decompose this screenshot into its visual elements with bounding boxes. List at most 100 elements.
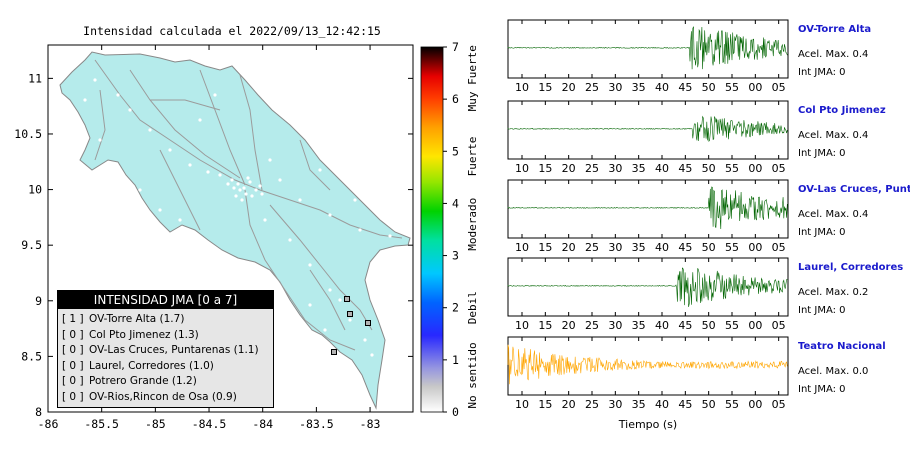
waveform-frame	[507, 19, 789, 79]
waveform-tick-label: 50	[702, 319, 716, 332]
waveform-tick-label: 45	[678, 162, 692, 175]
waveform-tick-label: 00	[748, 319, 762, 332]
map-x-tick-label: -85	[145, 417, 166, 431]
map-x-tick-label: -83.5	[299, 417, 334, 431]
colorbar-tick-label: 5	[452, 144, 459, 158]
map-y-tick-label: 10	[28, 183, 42, 197]
road	[309, 269, 346, 331]
waveform-x-label: Tiempo (s)	[618, 418, 677, 431]
road-network	[94, 59, 403, 351]
waveform-frame	[507, 179, 789, 239]
town-dot	[198, 118, 202, 122]
colorbar-tick-label: 3	[452, 249, 459, 263]
waveform-tick-label: 05	[772, 241, 786, 254]
town-dot	[244, 192, 248, 196]
waveform-station-name: OV-Las Cruces, Puntarenas	[798, 184, 910, 195]
town-dot	[328, 288, 332, 292]
town-dot	[260, 192, 264, 196]
road	[244, 189, 356, 351]
town-dot	[363, 338, 367, 342]
waveform-tick-label: 35	[632, 398, 646, 411]
waveform-int-jma: Int JMA: 0	[798, 305, 846, 316]
waveform-tick-label: 20	[562, 319, 576, 332]
colorbar-gradient	[420, 46, 444, 413]
legend-title: INTENSIDAD JMA [0 a 7]	[58, 291, 273, 309]
map-x-tick-label: -84.5	[192, 417, 227, 431]
waveform-trace	[507, 186, 788, 230]
colorbar-label: Muy Fuerte	[466, 45, 479, 111]
legend-count: [ 0 ]	[62, 328, 84, 341]
waveform-trace	[507, 267, 788, 307]
waveform-tick-label: 45	[678, 398, 692, 411]
map-x-tick-label: -86	[38, 417, 59, 431]
waveform-tick-label: 50	[702, 81, 716, 94]
town-dot	[128, 108, 132, 112]
town-dot	[246, 176, 250, 180]
town-dot	[138, 188, 142, 192]
legend-row: [ 1 ] OV-Torre Alta (1.7)	[58, 312, 273, 328]
town-dot	[93, 78, 97, 82]
colorbar-tick-label: 4	[452, 196, 459, 210]
town-dot	[268, 158, 272, 162]
waveform-tick-label: 15	[538, 81, 552, 94]
legend-row: [ 0 ] OV-Las Cruces, Puntarenas (1.1)	[58, 343, 273, 359]
waveform-panel: 10 15 20 25 30 35 40 45 50 55 00 05 Teatro Nacional A…	[507, 336, 886, 411]
road	[239, 74, 263, 191]
waveform-tick-label: 50	[702, 398, 716, 411]
waveform-tick-label: 40	[655, 398, 669, 411]
town-dot	[288, 238, 292, 242]
town-dot	[168, 148, 172, 152]
map-y-tick-label: 9.5	[21, 238, 42, 252]
waveform-tick-label: 00	[748, 81, 762, 94]
waveform-tick-label: 35	[632, 319, 646, 332]
legend-station-name: OV-Las Cruces, Puntarenas (1.1)	[89, 344, 259, 356]
waveform-tick-label: 05	[772, 398, 786, 411]
town-dot	[338, 298, 342, 302]
legend-station-name: OV-Torre Alta (1.7)	[89, 313, 185, 325]
town-dot	[298, 198, 302, 202]
map-x-axis: -86 -85.5 -85 -84.5 -84 -83.5 -83	[38, 45, 381, 431]
town-dot	[98, 138, 102, 142]
legend-count: [ 0 ]	[62, 390, 84, 403]
waveform-tick-label: 30	[608, 81, 622, 94]
town-dot	[323, 328, 327, 332]
town-dot	[358, 228, 362, 232]
waveform-acel-max: Acel. Max. 0.0	[798, 366, 868, 377]
waveform-panel: 10 15 20 25 30 35 40 45 50 55 00 05 OV-Las Cruces, P…	[507, 179, 910, 254]
waveform-tick-label: 05	[772, 162, 786, 175]
waveform-tick-label: 20	[562, 162, 576, 175]
waveform-panel: 10 15 20 25 30 35 40 45 50 55 00 05 OV-Torre Alta Ace…	[507, 19, 871, 94]
town-dot	[158, 208, 162, 212]
waveform-acel-max: Acel. Max. 0.4	[798, 130, 868, 141]
town-dot	[213, 93, 217, 97]
legend-row: [ 0 ] Potrero Grande (1.2)	[58, 374, 273, 390]
map-y-tick-label: 8	[35, 405, 42, 419]
town-dot	[388, 234, 392, 238]
town-dot	[232, 186, 236, 190]
intensity-legend: INTENSIDAD JMA [0 a 7] [ 1 ] OV-Torre Alt…	[57, 290, 274, 408]
waveform-acel-max: Acel. Max. 0.2	[798, 287, 868, 298]
town-markers	[83, 78, 392, 357]
waveform-tick-label: 45	[678, 241, 692, 254]
road	[299, 139, 331, 191]
station-marker	[365, 320, 371, 326]
town-dot	[258, 184, 262, 188]
waveform-tick-label: 25	[585, 241, 599, 254]
waveform-tick-label: 05	[772, 319, 786, 332]
waveform-station-name: OV-Torre Alta	[798, 24, 871, 35]
waveform-tick-label: 10	[515, 81, 529, 94]
waveform-station-name: Teatro Nacional	[798, 341, 886, 352]
waveform-tick-label: 50	[702, 241, 716, 254]
legend-count: [ 0 ]	[62, 344, 84, 356]
waveform-int-jma: Int JMA: 0	[798, 148, 846, 159]
waveform-acel-max: Acel. Max. 0.4	[798, 49, 868, 60]
map-y-tick-label: 11	[28, 71, 42, 85]
waveform-tick-label: 15	[538, 398, 552, 411]
waveform-tick-label: 25	[585, 162, 599, 175]
waveform-tick-label: 25	[585, 319, 599, 332]
legend-rows: [ 1 ] OV-Torre Alta (1.7) [ 0 ] Col Pto Jim…	[58, 309, 273, 405]
map-y-axis: 11 10.5 10 9.5 9 8.5 8	[14, 71, 413, 419]
map-y-tick-label: 10.5	[14, 127, 42, 141]
road	[269, 204, 373, 331]
legend-count: [ 0 ]	[62, 375, 84, 387]
